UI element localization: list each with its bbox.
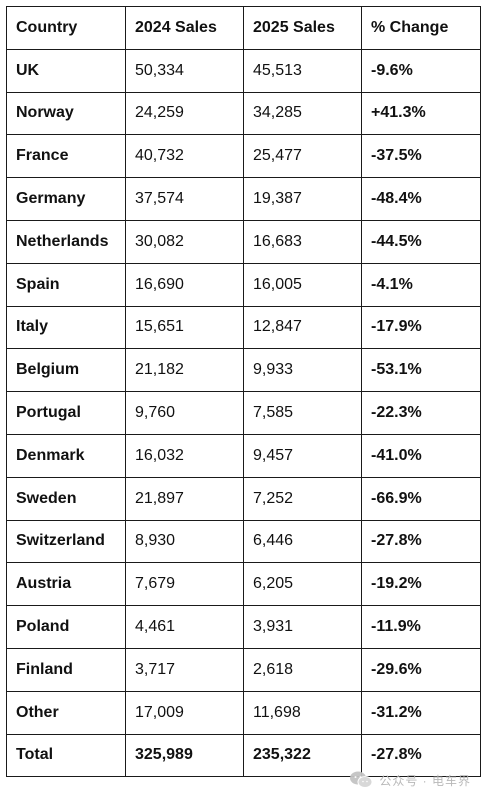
sales-2025-cell: 9,457 [243,433,362,478]
country-cell: Denmark [6,433,126,478]
sales-2024-cell: 4,461 [125,605,244,649]
table-row: Netherlands 30,082 16,683 -44.5% [6,219,481,264]
change-cell: -53.1% [361,348,481,393]
table-row: Other 17,009 11,698 -31.2% [6,690,481,735]
country-cell: Switzerland [6,519,126,564]
country-cell: Norway [6,91,126,136]
sales-2025-cell: 11,698 [243,690,362,735]
change-cell: -66.9% [361,476,481,521]
sales-2025-cell: 6,205 [243,562,362,607]
table-row: Italy 15,651 12,847 -17.9% [6,305,481,350]
table-row: Finland 3,717 2,618 -29.6% [6,647,481,692]
sales-2024-cell: 8,930 [125,519,244,564]
change-cell: -48.4% [361,177,481,221]
table-row: Austria 7,679 6,205 -19.2% [6,562,481,607]
country-cell: Sweden [6,476,126,521]
sales-2024-cell: 7,679 [125,562,244,607]
total-sales-2024-cell: 325,989 [125,733,244,778]
table-row: Germany 37,574 19,387 -48.4% [6,177,481,221]
table-row: Belgium 21,182 9,933 -53.1% [6,348,481,393]
sales-2024-cell: 50,334 [125,48,244,93]
sales-2024-cell: 21,182 [125,348,244,393]
table-body: UK 50,334 45,513 -9.6% Norway 24,259 34,285 +41… [6,48,481,778]
country-cell: Finland [6,647,126,692]
change-cell: -27.8% [361,519,481,564]
sales-2025-cell: 6,446 [243,519,362,564]
table-row: Sweden 21,897 7,252 -66.9% [6,476,481,521]
sales-table: Country 2024 Sales 2025 Sales % Change U… [6,6,481,778]
table-row: France 40,732 25,477 -37.5% [6,134,481,179]
table-row: Denmark 16,032 9,457 -41.0% [6,433,481,478]
sales-2024-cell: 16,690 [125,262,244,307]
table-row: Spain 16,690 16,005 -4.1% [6,262,481,307]
total-country-cell: Total [6,733,126,778]
sales-2025-cell: 16,005 [243,262,362,307]
sales-2024-cell: 24,259 [125,91,244,136]
sales-2025-cell: 25,477 [243,134,362,179]
change-cell: -4.1% [361,262,481,307]
sales-2025-cell: 19,387 [243,177,362,221]
sales-2025-cell: 34,285 [243,91,362,136]
watermark-text: 公众号 · 电车界 [379,773,471,788]
table-row: Switzerland 8,930 6,446 -27.8% [6,519,481,564]
sales-2025-cell: 45,513 [243,48,362,93]
sales-2024-cell: 9,760 [125,391,244,435]
country-cell: Italy [6,305,126,350]
sales-2025-cell: 7,252 [243,476,362,521]
sales-2025-cell: 3,931 [243,605,362,649]
change-cell: -11.9% [361,605,481,649]
change-cell: -22.3% [361,391,481,435]
sales-2025-cell: 2,618 [243,647,362,692]
change-cell: -19.2% [361,562,481,607]
table-total-row: Total 325,989 235,322 -27.8% [6,733,481,778]
change-cell: -17.9% [361,305,481,350]
sales-2024-cell: 3,717 [125,647,244,692]
country-cell: Austria [6,562,126,607]
country-cell: Belgium [6,348,126,393]
table-row: Portugal 9,760 7,585 -22.3% [6,391,481,435]
country-cell: Netherlands [6,219,126,264]
sales-2024-cell: 30,082 [125,219,244,264]
watermark: 公众号 · 电车界 [349,770,471,790]
sales-2024-cell: 17,009 [125,690,244,735]
header-2024-sales: 2024 Sales [125,6,244,50]
country-cell: UK [6,48,126,93]
wechat-logo-icon [349,770,373,790]
sales-2024-cell: 21,897 [125,476,244,521]
change-cell: -29.6% [361,647,481,692]
sales-table-container: Country 2024 Sales 2025 Sales % Change U… [6,6,481,778]
sales-2025-cell: 16,683 [243,219,362,264]
total-change-cell: -27.8% [361,733,481,778]
table-row: Poland 4,461 3,931 -11.9% [6,605,481,649]
header-country: Country [6,6,126,50]
table-row: UK 50,334 45,513 -9.6% [6,48,481,93]
change-cell: -41.0% [361,433,481,478]
sales-2024-cell: 16,032 [125,433,244,478]
change-cell: +41.3% [361,91,481,136]
table-row: Norway 24,259 34,285 +41.3% [6,91,481,136]
country-cell: Germany [6,177,126,221]
country-cell: Other [6,690,126,735]
sales-2025-cell: 12,847 [243,305,362,350]
country-cell: Spain [6,262,126,307]
change-cell: -9.6% [361,48,481,93]
change-cell: -37.5% [361,134,481,179]
country-cell: Poland [6,605,126,649]
change-cell: -44.5% [361,219,481,264]
sales-2024-cell: 15,651 [125,305,244,350]
table-header-row: Country 2024 Sales 2025 Sales % Change [6,6,481,50]
header-percent-change: % Change [361,6,481,50]
country-cell: France [6,134,126,179]
header-2025-sales: 2025 Sales [243,6,362,50]
total-sales-2025-cell: 235,322 [243,733,362,778]
sales-2025-cell: 9,933 [243,348,362,393]
country-cell: Portugal [6,391,126,435]
sales-2024-cell: 40,732 [125,134,244,179]
change-cell: -31.2% [361,690,481,735]
sales-2024-cell: 37,574 [125,177,244,221]
sales-2025-cell: 7,585 [243,391,362,435]
